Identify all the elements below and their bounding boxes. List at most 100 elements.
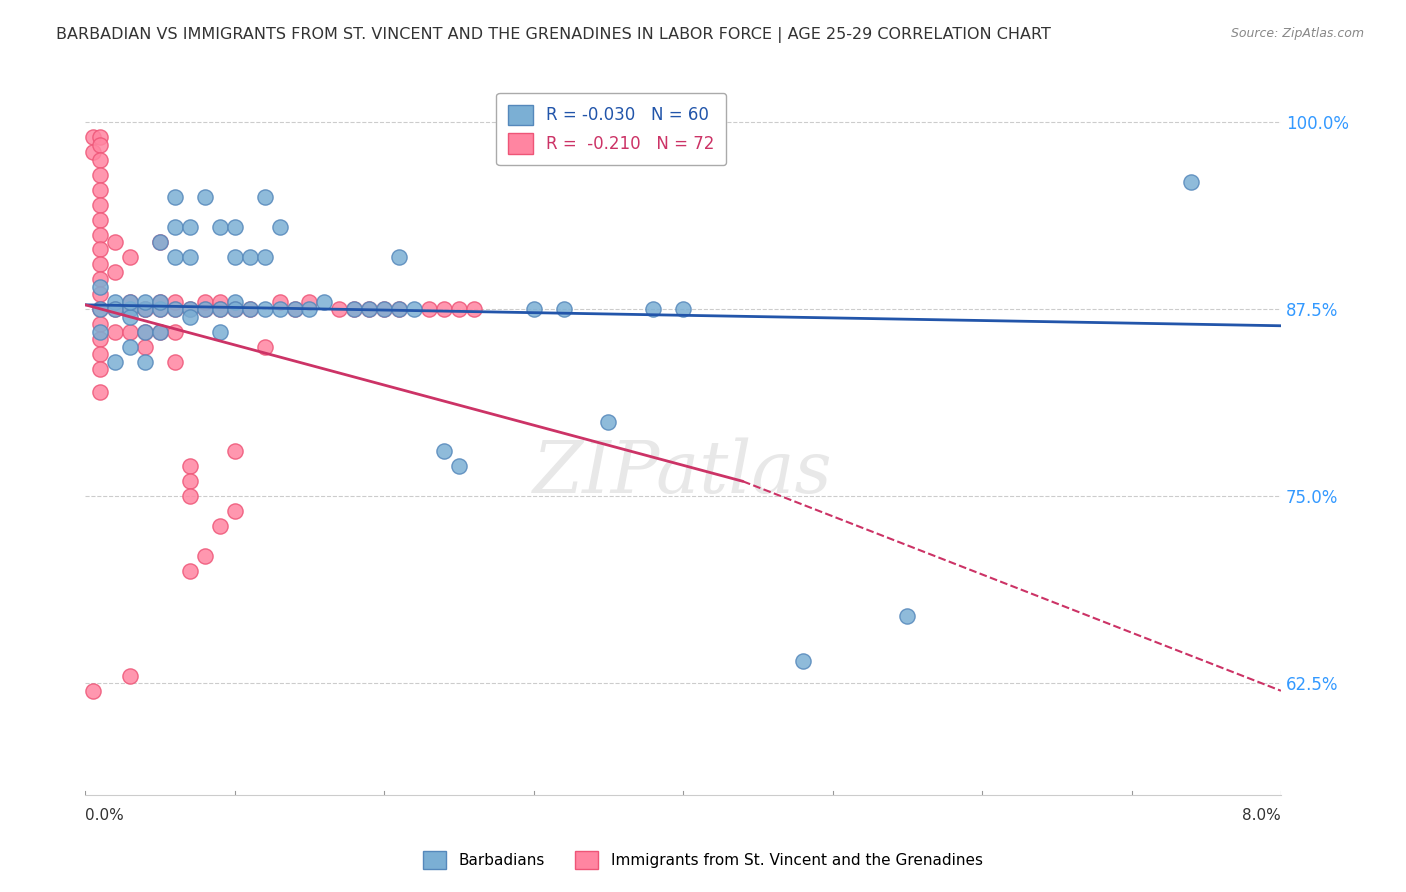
Point: [149, 302, 172, 317]
Point: [89, 347, 111, 361]
Point: [104, 294, 127, 309]
Point: [149, 294, 172, 309]
Point: [82, 145, 104, 160]
Point: [208, 294, 231, 309]
Point: [134, 325, 156, 339]
Point: [104, 302, 127, 317]
Point: [792, 654, 814, 668]
Point: [134, 340, 156, 354]
Point: [208, 519, 231, 533]
Point: [163, 354, 186, 368]
Point: [224, 302, 246, 317]
Point: [89, 384, 111, 399]
Point: [134, 302, 156, 317]
Point: [149, 294, 172, 309]
Point: [179, 220, 201, 235]
Point: [269, 220, 291, 235]
Point: [194, 302, 217, 317]
Point: [553, 302, 575, 317]
Point: [134, 302, 156, 317]
Point: [134, 325, 156, 339]
Point: [163, 190, 186, 204]
Point: [253, 190, 276, 204]
Point: [283, 302, 305, 317]
Point: [224, 294, 246, 309]
Point: [239, 302, 262, 317]
Point: [224, 504, 246, 518]
Point: [283, 302, 305, 317]
Point: [120, 325, 142, 339]
Point: [179, 475, 201, 489]
Point: [404, 302, 426, 317]
Point: [359, 302, 381, 317]
Point: [433, 302, 456, 317]
Point: [89, 153, 111, 167]
Point: [194, 190, 217, 204]
Point: [253, 340, 276, 354]
Point: [89, 332, 111, 346]
Point: [239, 302, 262, 317]
Point: [149, 302, 172, 317]
Legend: R = -0.030   N = 60, R =  -0.210   N = 72: R = -0.030 N = 60, R = -0.210 N = 72: [496, 93, 727, 165]
Point: [104, 354, 127, 368]
Point: [433, 444, 456, 458]
Point: [104, 302, 127, 317]
Point: [163, 302, 186, 317]
Point: [463, 302, 485, 317]
Point: [120, 250, 142, 264]
Point: [179, 310, 201, 324]
Point: [120, 294, 142, 309]
Point: [89, 243, 111, 257]
Point: [208, 220, 231, 235]
Point: [120, 302, 142, 317]
Point: [253, 302, 276, 317]
Point: [149, 235, 172, 249]
Point: [478, 863, 501, 878]
Point: [89, 168, 111, 182]
Point: [447, 459, 470, 474]
Point: [373, 302, 395, 317]
Point: [89, 302, 111, 317]
Point: [388, 302, 411, 317]
Point: [89, 362, 111, 376]
Point: [328, 302, 350, 317]
Text: ZIPatlas: ZIPatlas: [533, 437, 832, 508]
Point: [89, 130, 111, 145]
Point: [120, 310, 142, 324]
Point: [89, 318, 111, 332]
Point: [179, 302, 201, 317]
Point: [208, 302, 231, 317]
Point: [298, 294, 321, 309]
Point: [120, 669, 142, 683]
Point: [149, 325, 172, 339]
Point: [89, 325, 111, 339]
Text: 0.0%: 0.0%: [86, 808, 124, 823]
Point: [179, 302, 201, 317]
Point: [598, 415, 620, 429]
Point: [314, 294, 336, 309]
Point: [208, 302, 231, 317]
Point: [179, 564, 201, 578]
Point: [179, 489, 201, 503]
Point: [163, 294, 186, 309]
Point: [672, 302, 695, 317]
Point: [179, 250, 201, 264]
Point: [224, 444, 246, 458]
Point: [89, 137, 111, 152]
Point: [343, 302, 366, 317]
Point: [82, 683, 104, 698]
Point: [194, 549, 217, 563]
Point: [492, 863, 515, 878]
Text: 8.0%: 8.0%: [1243, 808, 1281, 823]
Point: [89, 183, 111, 197]
Point: [89, 280, 111, 294]
Point: [269, 302, 291, 317]
Point: [298, 302, 321, 317]
Point: [359, 302, 381, 317]
Point: [89, 272, 111, 286]
Point: [120, 302, 142, 317]
Point: [149, 325, 172, 339]
Point: [388, 302, 411, 317]
Point: [523, 302, 546, 317]
Point: [373, 302, 395, 317]
